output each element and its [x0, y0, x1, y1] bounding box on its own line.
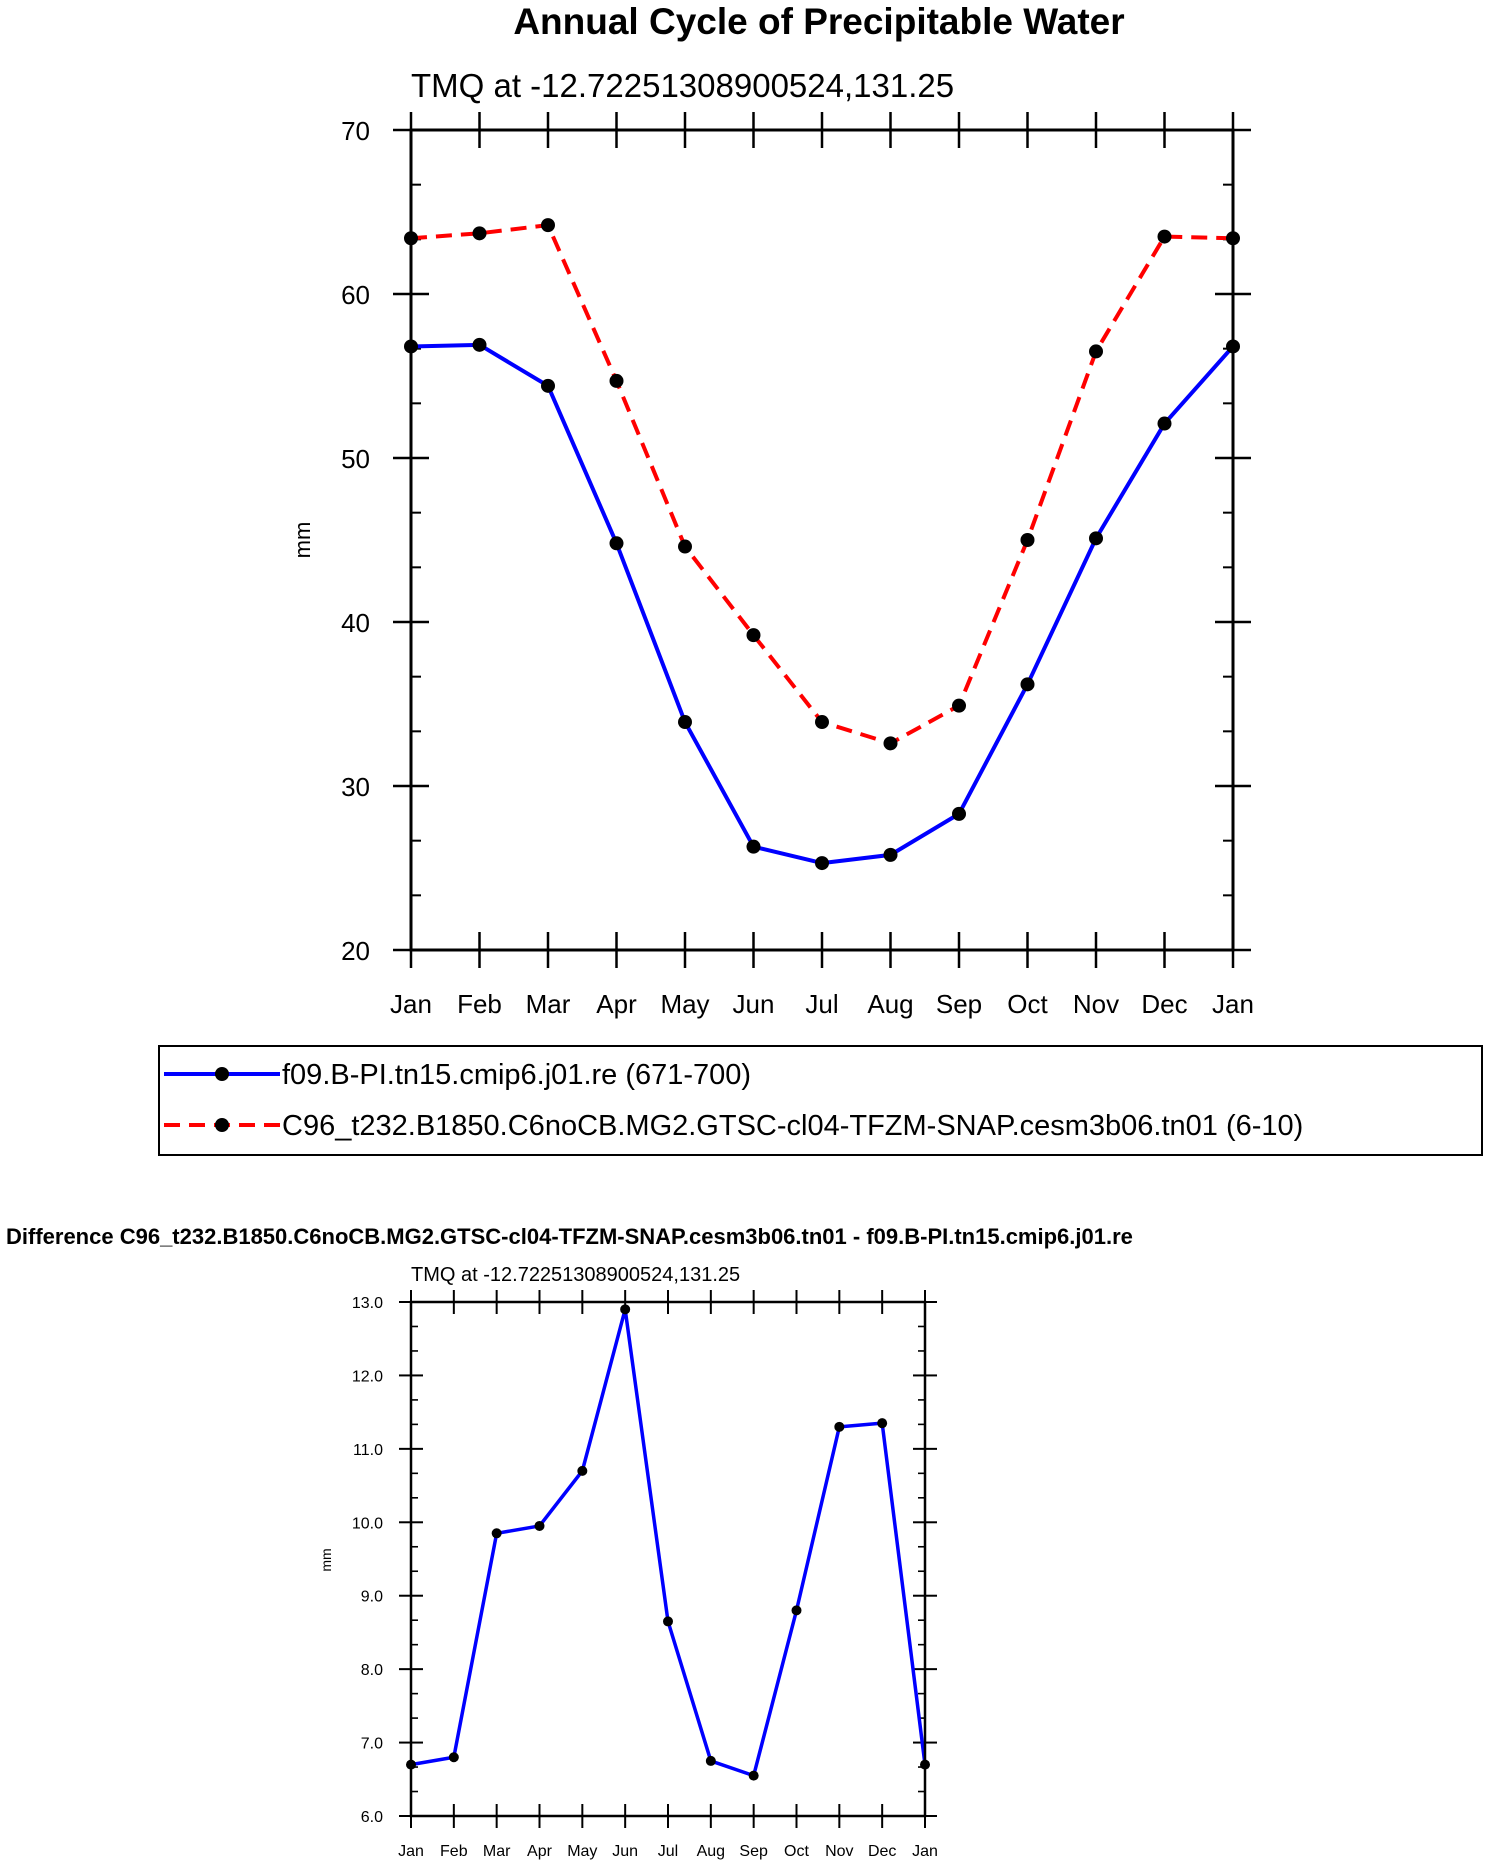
chart-2-point	[620, 1304, 631, 1315]
chart-1-point	[1089, 531, 1103, 546]
chart-2-ytick-label: 12.0	[352, 1368, 383, 1385]
chart-2-ytick-label: 11.0	[353, 1442, 383, 1459]
chart-2-xtick-label: Mar	[483, 1843, 511, 1860]
chart-1-xtick-label: Jun	[733, 989, 775, 1019]
chart-2-point	[577, 1465, 588, 1476]
legend-label-blue: f09.B-PI.tn15.cmip6.j01.re (671-700)	[282, 1059, 751, 1091]
chart-2-xtick-label: Feb	[440, 1843, 468, 1860]
chart-1-point	[883, 847, 898, 862]
chart-1-legend: f09.B-PI.tn15.cmip6.j01.re (671-700) C96…	[158, 1045, 1483, 1156]
chart-1-point	[1020, 677, 1035, 692]
chart-2-xtick-label: Jan	[398, 1843, 424, 1860]
chart-2-point	[791, 1605, 802, 1616]
chart-1-ytick-label: 50	[341, 444, 370, 474]
chart-1-point	[883, 736, 898, 751]
chart-2-xtick-label: Nov	[825, 1843, 853, 1860]
chart-1-ticks: Jan Feb Mar Apr May Jun Jul Aug Sep Oct Nov Dec Jan 2…	[341, 112, 1254, 1019]
legend-box	[158, 1045, 1483, 1156]
chart-1-xtick-label: Apr	[596, 989, 637, 1019]
chart-1-point	[1020, 533, 1035, 547]
chart-1-xtick-label: Feb	[457, 989, 502, 1019]
chart-1-title: Annual Cycle of Precipitable Water	[513, 1, 1124, 42]
chart-2-xtick-label: Jan	[912, 1843, 938, 1860]
chart-1-point	[815, 715, 829, 730]
chart-1-ytick-label: 30	[341, 772, 370, 802]
chart-2-title: Difference C96_t232.B1850.C6noCB.MG2.GTS…	[6, 1224, 1133, 1249]
chart-1-point	[1089, 344, 1103, 359]
chart-1-ytick-label: 40	[341, 608, 370, 638]
chart-2-xtick-label: May	[567, 1843, 597, 1860]
chart-2-xtick-label: Apr	[527, 1843, 553, 1860]
chart-1-xtick-label: Dec	[1141, 989, 1187, 1019]
chart-1-point	[1157, 229, 1172, 244]
chart-1-xtick-label: Sep	[936, 989, 982, 1019]
chart-2-xtick-label: Oct	[784, 1843, 809, 1860]
chart-1-xtick-label: Jan	[1212, 989, 1254, 1019]
chart-2-point	[663, 1616, 673, 1627]
chart-1-series-line-1	[410, 342, 1235, 866]
chart-2-ytick-label: 7.0	[361, 1736, 383, 1753]
chart-1-point	[1157, 416, 1172, 431]
chart-1-ylabel: mm	[290, 522, 315, 559]
chart-1-xtick-label: Oct	[1007, 989, 1048, 1019]
chart-2-ytick-label: 6.0	[361, 1809, 383, 1826]
chart-2-point	[877, 1418, 888, 1429]
chart-2-point	[705, 1755, 716, 1766]
chart-1-point	[472, 337, 487, 352]
chart-2-series	[406, 1304, 930, 1781]
chart-2: Difference C96_t232.B1850.C6noCB.MG2.GTS…	[6, 1224, 1133, 1860]
chart-1-point	[609, 536, 624, 551]
chart-1-series	[404, 218, 1240, 871]
chart-1-ytick-label: 70	[341, 116, 370, 146]
chart-1-point	[746, 839, 761, 854]
chart-2-xtick-label: Dec	[868, 1843, 896, 1860]
chart-2-ytick-label: 10.0	[352, 1515, 383, 1532]
chart-1-subtitle: TMQ at -12.72251308900524,131.25	[411, 67, 954, 104]
chart-1: Annual Cycle of Precipitable Water TMQ a…	[290, 1, 1254, 1019]
chart-1-plot-frame	[409, 128, 1235, 952]
chart-2-ytick-label: 9.0	[361, 1589, 383, 1606]
chart-1-point	[815, 856, 829, 871]
chart-1-point	[746, 628, 761, 643]
legend-label-red: C96_t232.B1850.C6noCB.MG2.GTSC-cl04-TFZM…	[282, 1110, 1303, 1142]
legend-marker-red	[215, 1118, 229, 1132]
chart-1-point	[678, 715, 692, 730]
chart-1-xtick-label: Nov	[1073, 989, 1119, 1019]
chart-2-ytick-label: 13.0	[352, 1295, 383, 1312]
chart-2-xtick-label: Jun	[612, 1843, 638, 1860]
chart-2-point	[534, 1520, 545, 1531]
chart-2-ticks: Jan Feb Mar Apr May Jun Jul Aug Sep Oct Nov Dec Jan 6…	[352, 1290, 938, 1860]
chart-2-xtick-label: Jul	[658, 1843, 678, 1860]
chart-2-point	[491, 1528, 502, 1539]
chart-2-plot-frame	[409, 1300, 927, 1818]
chart-2-point	[448, 1752, 459, 1763]
chart-1-point	[541, 378, 555, 393]
chart-1-point	[472, 226, 487, 241]
chart-1-xtick-label: May	[660, 989, 709, 1019]
chart-1-xtick-label: Aug	[867, 989, 913, 1019]
chart-1-xtick-label: Mar	[526, 989, 571, 1019]
chart-1-xtick-label: Jan	[390, 989, 432, 1019]
chart-1-ytick-label: 20	[341, 936, 370, 966]
legend-marker-blue	[215, 1067, 229, 1081]
chart-1-point	[952, 698, 966, 713]
chart-1-point	[541, 218, 555, 233]
chart-2-ytick-label: 8.0	[361, 1662, 383, 1679]
chart-1-point	[678, 539, 692, 554]
chart-1-point	[952, 806, 966, 821]
chart-2-ylabel: mm	[318, 1548, 334, 1571]
chart-2-series-line-1	[410, 1307, 927, 1778]
chart-2-xtick-label: Aug	[697, 1843, 725, 1860]
chart-2-point	[834, 1421, 845, 1432]
chart-1-series-line-2	[410, 223, 1234, 746]
chart-1-xtick-label: Jul	[805, 989, 838, 1019]
chart-2-subtitle: TMQ at -12.72251308900524,131.25	[411, 1264, 740, 1286]
chart-1-point	[609, 373, 624, 388]
chart-2-xtick-label: Sep	[739, 1843, 768, 1860]
chart-2-point	[748, 1770, 759, 1781]
chart-1-ytick-label: 60	[341, 280, 370, 310]
